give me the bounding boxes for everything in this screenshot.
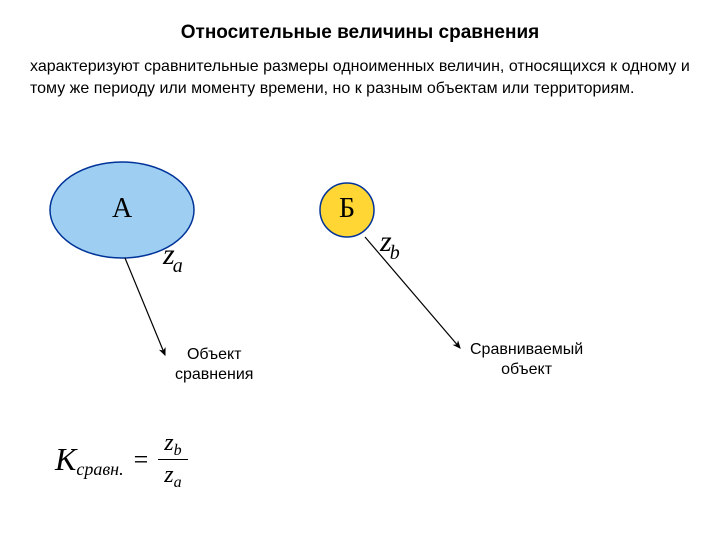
- fraction-numerator: zb: [158, 430, 187, 457]
- caption-b-line1: Сравниваемый: [470, 341, 583, 358]
- num-z: z: [164, 430, 173, 457]
- node-b-label: Б: [339, 193, 355, 225]
- den-sub: a: [174, 474, 182, 492]
- zb-sub: b: [390, 242, 400, 264]
- den-z: z: [164, 462, 173, 489]
- node-a-label: А: [112, 193, 132, 225]
- formula: Kсравн. = zb za: [55, 430, 188, 489]
- caption-a-line2: сравнения: [175, 366, 253, 383]
- description-text: характеризуют сравнительные размеры одно…: [0, 44, 720, 99]
- caption-b-line2: объект: [501, 361, 552, 378]
- fraction-denominator: za: [158, 462, 187, 489]
- formula-ksub: сравн.: [76, 459, 123, 480]
- caption-a: Объект сравнения: [175, 345, 253, 385]
- formula-fraction: zb za: [158, 430, 187, 489]
- page-title: Относительные величины сравнения: [0, 0, 720, 44]
- arrow-a: [125, 258, 165, 355]
- formula-K: K: [55, 441, 76, 478]
- za-sub: a: [173, 255, 183, 277]
- zb-label: zb: [380, 225, 402, 259]
- caption-a-line1: Объект: [187, 346, 241, 363]
- caption-b: Сравниваемый объект: [470, 340, 583, 380]
- za-label: za: [163, 238, 185, 272]
- formula-eq: =: [134, 445, 149, 475]
- num-sub: b: [174, 442, 182, 460]
